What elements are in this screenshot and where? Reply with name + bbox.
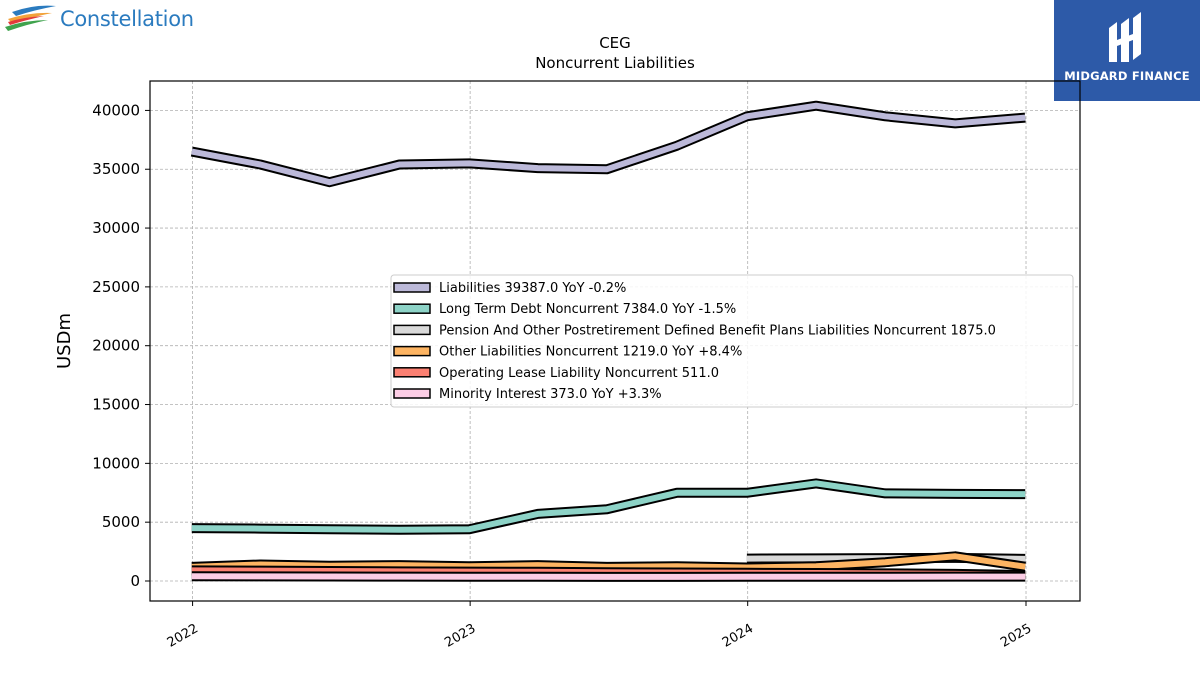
midgard-monogram-icon [1109, 12, 1141, 62]
series-line-other-liabilities-noncurrent [191, 553, 1026, 571]
series-line-long-term-debt-noncurrent [191, 480, 1026, 533]
x-tick-label: 2023 [442, 621, 478, 651]
midgard-finance-logo: MIDGARD FINANCE [1054, 0, 1200, 101]
chart-subtitle: Noncurrent Liabilities [535, 54, 695, 72]
legend-swatch-pension-and-other-postretirement-defined-benefit-plans-liabilities-noncurrent [393, 324, 431, 336]
legend-box [390, 274, 1074, 408]
series-line-liabilities [191, 102, 1026, 186]
y-tick-label: 25000 [92, 278, 140, 296]
legend-label-operating-lease-liability-noncurrent: Operating Lease Liability Noncurrent 511… [439, 366, 719, 381]
legend-swatch-other-liabilities-noncurrent [393, 345, 431, 357]
y-tick-label: 15000 [92, 396, 140, 414]
legend-label-minority-interest: Minority Interest 373.0 YoY +3.3% [439, 387, 662, 402]
legend-swatch-minority-interest [393, 388, 431, 399]
legend-label-other-liabilities-noncurrent: Other Liabilities Noncurrent 1219.0 YoY … [439, 345, 742, 360]
midgard-finance-wordmark: MIDGARD FINANCE [1064, 69, 1190, 83]
x-tick-label: 2024 [720, 621, 756, 651]
y-axis-label: USDm [54, 313, 75, 369]
legend: Liabilities 39387.0 YoY -0.2% Long Term D… [390, 274, 1074, 408]
x-tick-label: 2022 [165, 621, 201, 651]
y-tick-label: 40000 [92, 101, 140, 119]
series-line-minority-interest [191, 573, 1026, 580]
y-tick-label: 35000 [92, 160, 140, 178]
legend-label-pension-and-other-postretirement-defined-benefit-plans-liabilities-noncurrent: Pension And Other Postretirement Defined… [439, 323, 996, 338]
constellation-wordmark: Constellation [60, 7, 194, 31]
y-tick-label: 5000 [102, 513, 140, 531]
legend-swatch-operating-lease-liability-noncurrent [393, 367, 431, 378]
series-layer [190, 100, 1026, 582]
legend-label-liabilities: Liabilities 39387.0 YoY -0.2% [439, 281, 626, 296]
legend-swatch-liabilities [393, 282, 431, 293]
y-tick-label: 0 [130, 572, 140, 590]
legend-label-long-term-debt-noncurrent: Long Term Debt Noncurrent 7384.0 YoY -1.… [439, 302, 736, 317]
y-tick-label: 30000 [92, 219, 140, 237]
plot-frame [149, 80, 1081, 602]
y-tick-label: 20000 [92, 337, 140, 355]
y-tick-label: 10000 [92, 454, 140, 472]
constellation-logo: Constellation [4, 4, 194, 34]
legend-swatch-long-term-debt-noncurrent [393, 303, 431, 314]
x-tick-label: 2025 [998, 621, 1034, 651]
chart-title: CEG [599, 34, 631, 52]
constellation-swoosh-icon [5, 5, 56, 31]
